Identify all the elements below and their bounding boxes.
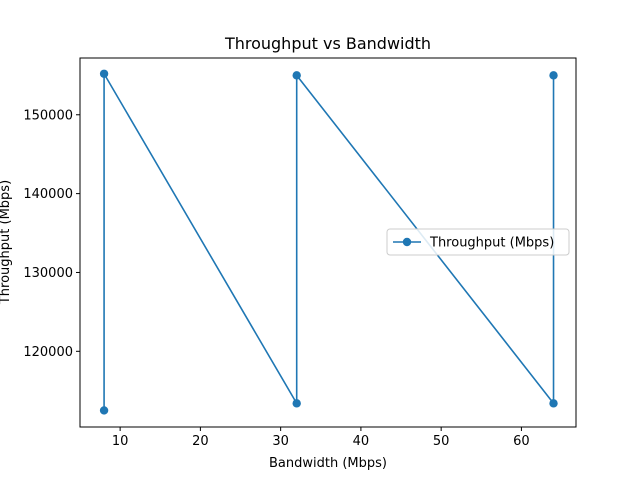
- y-tick-label: 120000: [23, 345, 73, 360]
- legend: Throughput (Mbps): [386, 228, 570, 256]
- x-tick-label: 10: [112, 434, 129, 449]
- legend-marker-swatch: [402, 237, 412, 247]
- x-tick-label: 20: [192, 434, 209, 449]
- data-point: [549, 399, 558, 408]
- y-axis-label: Throughput (Mbps): [0, 180, 13, 305]
- x-tick-label: 60: [513, 434, 530, 449]
- legend-box: [386, 228, 570, 256]
- legend-label: Throughput (Mbps): [429, 236, 554, 251]
- data-point: [292, 71, 301, 80]
- y-tick-label: 130000: [23, 266, 73, 281]
- data-point: [292, 399, 301, 408]
- plot-area: 10 20 30 40 50 60 120000 130000 140000 150000: [23, 57, 577, 449]
- y-tick-label: 150000: [23, 108, 73, 123]
- x-axis-label: Bandwidth (Mbps): [269, 456, 387, 471]
- data-point: [99, 406, 109, 415]
- y-tick-label: 140000: [23, 187, 73, 202]
- data-point: [549, 71, 558, 80]
- chart-title: Throughput vs Bandwidth: [224, 34, 431, 53]
- data-point: [99, 69, 109, 78]
- x-tick-label: 30: [272, 434, 289, 449]
- series-line: [103, 72, 555, 411]
- x-tick-label: 50: [433, 434, 450, 449]
- x-tick-label: 40: [353, 434, 370, 449]
- axes-frame: [79, 57, 577, 428]
